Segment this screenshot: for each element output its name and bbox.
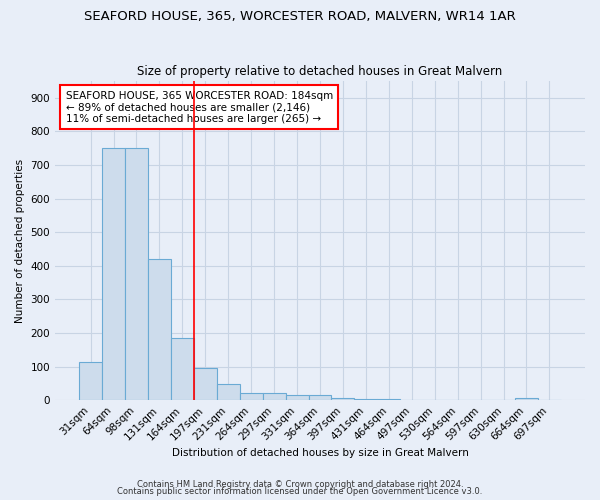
- Bar: [286, 394, 308, 400]
- Bar: [79, 362, 102, 400]
- Bar: [331, 398, 355, 400]
- Text: Contains HM Land Registry data © Crown copyright and database right 2024.: Contains HM Land Registry data © Crown c…: [137, 480, 463, 489]
- Bar: [171, 338, 194, 400]
- Title: Size of property relative to detached houses in Great Malvern: Size of property relative to detached ho…: [137, 66, 503, 78]
- Text: SEAFORD HOUSE, 365 WORCESTER ROAD: 184sqm
← 89% of detached houses are smaller (: SEAFORD HOUSE, 365 WORCESTER ROAD: 184sq…: [65, 90, 333, 124]
- Text: SEAFORD HOUSE, 365, WORCESTER ROAD, MALVERN, WR14 1AR: SEAFORD HOUSE, 365, WORCESTER ROAD, MALV…: [84, 10, 516, 23]
- Bar: [102, 148, 125, 400]
- Bar: [355, 399, 377, 400]
- Bar: [515, 398, 538, 400]
- Text: Contains public sector information licensed under the Open Government Licence v3: Contains public sector information licen…: [118, 487, 482, 496]
- X-axis label: Distribution of detached houses by size in Great Malvern: Distribution of detached houses by size …: [172, 448, 469, 458]
- Bar: [194, 368, 217, 400]
- Bar: [377, 399, 400, 400]
- Bar: [308, 394, 331, 400]
- Bar: [148, 259, 171, 400]
- Bar: [240, 393, 263, 400]
- Bar: [217, 384, 240, 400]
- Bar: [125, 148, 148, 400]
- Bar: [263, 393, 286, 400]
- Y-axis label: Number of detached properties: Number of detached properties: [15, 158, 25, 322]
